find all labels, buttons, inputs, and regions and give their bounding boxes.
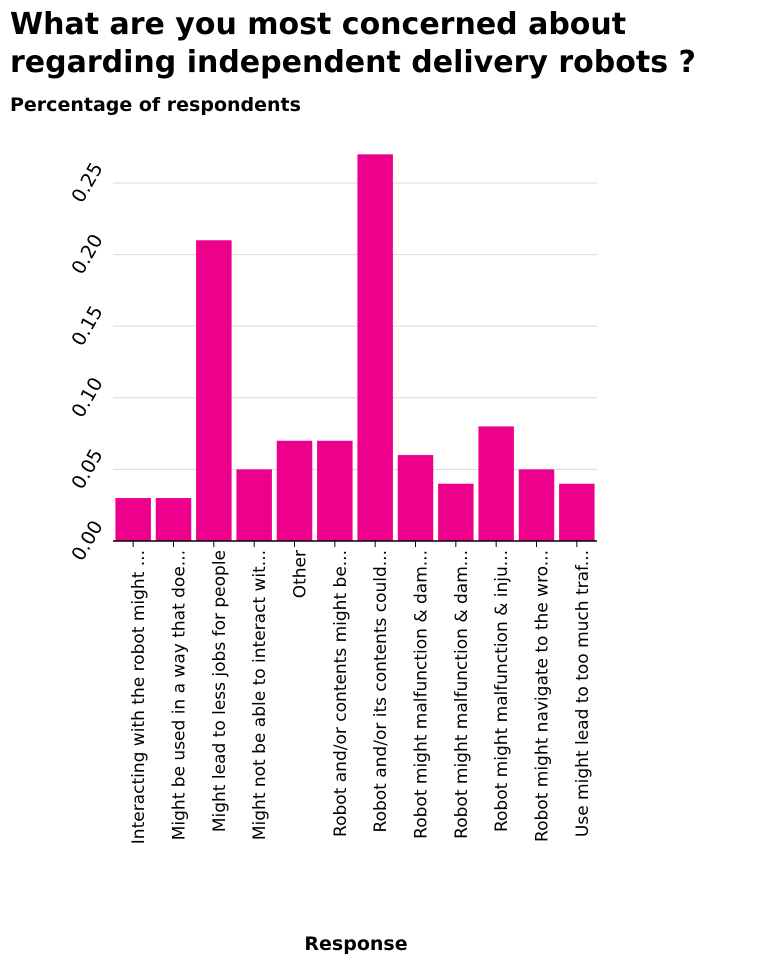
bars	[115, 154, 595, 542]
y-tick-label: 0.20	[67, 230, 107, 278]
bar	[196, 240, 232, 541]
x-tick-label: Interacting with the robot might ...	[129, 550, 149, 844]
y-tick-label: 0.25	[67, 159, 107, 207]
bar	[559, 483, 595, 541]
x-axis-title: Response	[304, 933, 407, 955]
y-tick-label: 0.05	[67, 445, 107, 493]
y-axis-title: Percentage of respondents	[10, 94, 301, 116]
x-tick-label: Other	[291, 550, 311, 598]
bar	[357, 154, 393, 542]
y-tick-label: 0.10	[67, 374, 107, 422]
x-tick-label: Robot might navigate to the wro...	[533, 550, 553, 842]
bar	[317, 440, 353, 541]
x-tick-label: Might be used in a way that doe...	[170, 550, 190, 840]
bar	[397, 455, 434, 541]
bar	[276, 440, 313, 541]
x-tick-labels: Interacting with the robot might ... Migh…	[129, 541, 593, 844]
y-tick-label: 0.00	[67, 517, 107, 565]
bar	[438, 483, 474, 541]
x-tick-label: Robot and/or contents might be...	[331, 550, 351, 837]
x-tick-label: Might lead to less jobs for people	[210, 550, 230, 832]
bar	[155, 498, 192, 541]
bar	[518, 469, 555, 541]
x-tick-label: Robot might malfunction & dam...	[452, 550, 472, 839]
bar	[236, 469, 272, 541]
x-tick-label: Robot might malfunction & dam...	[412, 550, 432, 839]
x-tick-label: Might not be able to interact wit...	[250, 550, 270, 840]
y-tick-labels: 0.00 0.05 0.10 0.15 0.20 0.25	[67, 159, 107, 565]
y-tick-label: 0.15	[67, 302, 107, 350]
bar	[478, 426, 514, 541]
x-tick-label: Robot might malfunction & inju...	[492, 550, 512, 832]
x-tick-label: Robot and/or its contents could...	[371, 550, 391, 832]
gridlines	[113, 182, 597, 470]
x-tick-label: Use might lead to too much traf...	[573, 550, 593, 837]
chart-title: What are you most concerned about regard…	[10, 7, 696, 80]
bar	[115, 498, 151, 541]
